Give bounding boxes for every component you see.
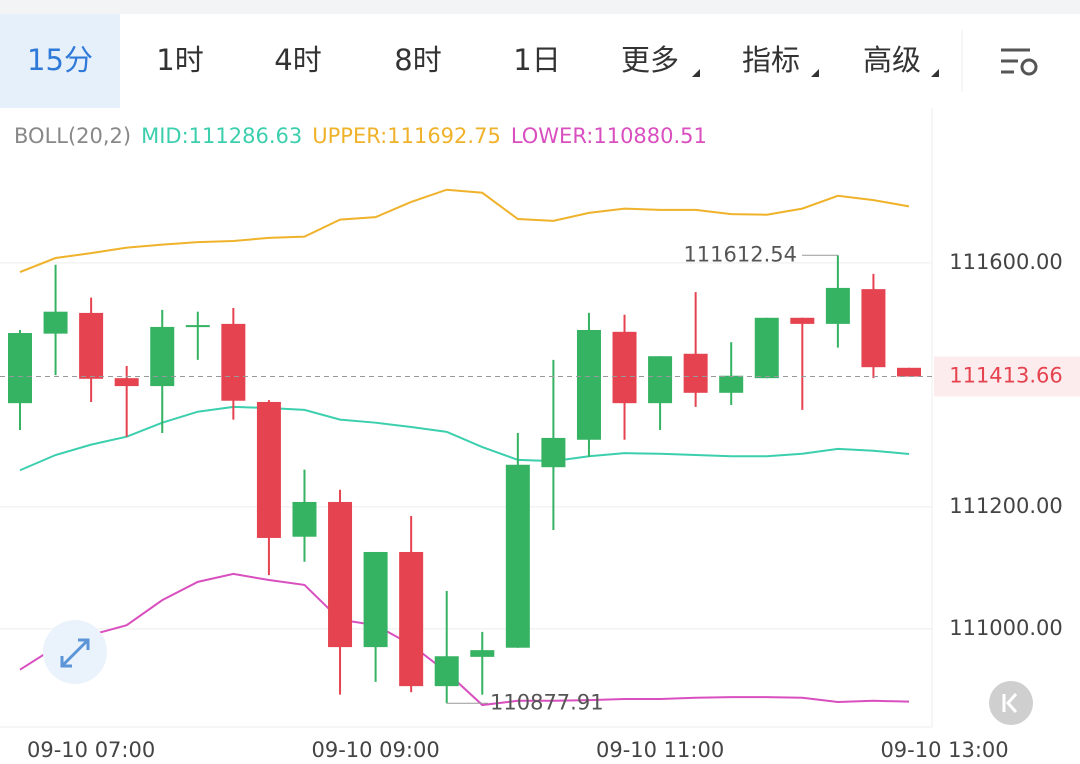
- y-tick-label: 111200.00: [949, 494, 1063, 518]
- reset-icon: [1002, 693, 1018, 713]
- settings-icon[interactable]: [1001, 48, 1038, 76]
- tab[interactable]: 8时: [394, 43, 441, 77]
- candle-body: [861, 289, 886, 368]
- indicator-line: [19, 188, 910, 273]
- reset-button[interactable]: [989, 681, 1033, 725]
- selected-tab-bg: [0, 14, 120, 108]
- candle-body: [43, 311, 68, 334]
- candle-body: [434, 656, 459, 687]
- candle-body: [576, 329, 601, 440]
- dropdown-arrow: [692, 69, 700, 77]
- tab[interactable]: 1日: [513, 43, 560, 77]
- max-label: 111612.54: [683, 242, 797, 266]
- expand-icon: [60, 638, 90, 668]
- tab[interactable]: 更多: [621, 43, 679, 77]
- candle-body: [363, 551, 388, 648]
- y-tick-label: 111000.00: [949, 616, 1063, 640]
- x-tick-label: 09-10 13:00: [880, 738, 1008, 762]
- last-price-tag: [934, 356, 1080, 397]
- x-tick-label: 09-10 09:00: [311, 738, 439, 762]
- candle-body: [612, 331, 637, 404]
- y-tick-label: 111600.00: [949, 250, 1063, 274]
- indicator-line: [19, 572, 910, 707]
- candle-body: [256, 401, 281, 538]
- tab[interactable]: 4时: [274, 43, 321, 77]
- candle-body: [470, 650, 495, 657]
- candle-body: [150, 326, 175, 387]
- candle-body: [185, 325, 210, 328]
- candle-body: [221, 323, 246, 401]
- candle-body: [825, 287, 850, 324]
- indicator-line: [19, 405, 910, 472]
- tab[interactable]: 15分: [27, 43, 93, 77]
- candle-body: [790, 317, 815, 324]
- x-tick-label: 09-10 11:00: [596, 738, 724, 762]
- indicator-name: BOLL(20,2): [14, 124, 131, 148]
- candle-body: [505, 464, 530, 648]
- candle-body: [292, 501, 317, 537]
- tab[interactable]: 高级: [863, 43, 921, 77]
- legend-entry: UPPER:111692.75: [312, 124, 501, 148]
- last-price-label: 111413.66: [949, 364, 1063, 388]
- min-label: 110877.91: [490, 690, 604, 714]
- candle-body: [683, 353, 708, 393]
- tab[interactable]: 1时: [156, 43, 203, 77]
- candle-body: [541, 437, 566, 468]
- x-tick-label: 09-10 07:00: [27, 738, 155, 762]
- candle-body: [648, 356, 673, 404]
- candle-body: [754, 317, 779, 379]
- candle-body: [897, 367, 921, 377]
- plot: 111000.00 111200.00 111600.00 09-10 07:00 09…: [0, 124, 1080, 762]
- candle-body: [8, 333, 32, 404]
- candle-body: [114, 378, 139, 387]
- legend-entry: MID:111286.63: [141, 124, 302, 148]
- dropdown-arrow: [931, 69, 939, 77]
- legend-entry: LOWER:110880.51: [511, 124, 707, 148]
- candle-body: [79, 312, 104, 379]
- candle-body: [399, 551, 424, 687]
- dropdown-arrow: [811, 69, 819, 77]
- candle-body: [328, 501, 353, 648]
- candle-body: [719, 375, 744, 393]
- tab[interactable]: 指标: [742, 43, 800, 77]
- status-strip: [0, 0, 1080, 14]
